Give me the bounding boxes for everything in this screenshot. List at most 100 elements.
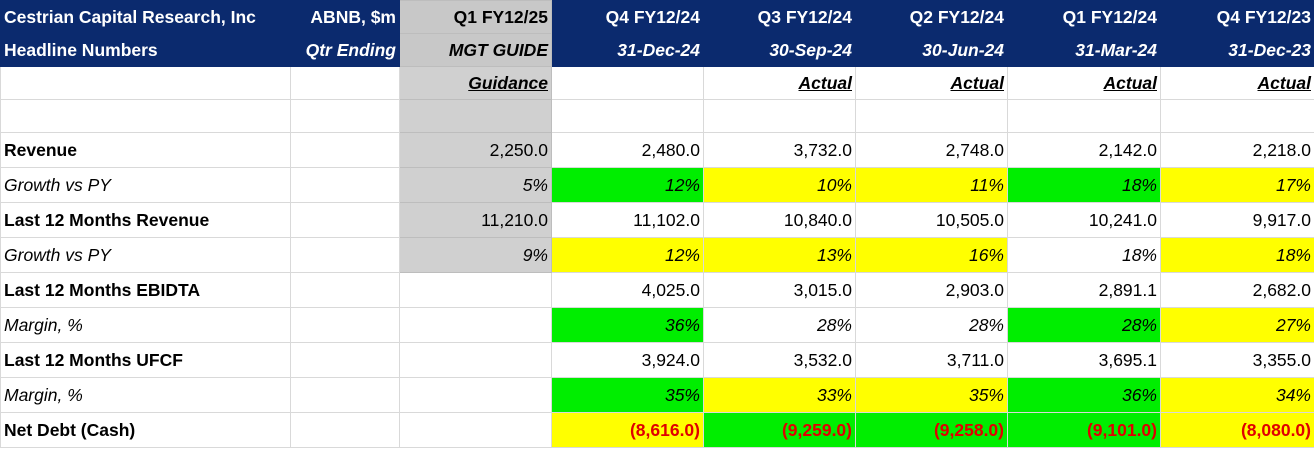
value-cell: 28%	[1007, 307, 1161, 343]
value-cell: 3,695.1	[1007, 342, 1161, 378]
blank-cell	[290, 202, 400, 238]
table-row: Margin, % 36% 28% 28% 28% 27%	[0, 307, 1314, 343]
blank-cell	[290, 412, 400, 448]
row-label: Last 12 Months EBIDTA	[0, 272, 291, 308]
blank-cell	[290, 167, 400, 203]
type-cell: Actual	[1160, 66, 1314, 100]
table-row: Growth vs PY 9% 12% 13% 16% 18% 18%	[0, 237, 1314, 273]
spacer-cell	[1160, 99, 1314, 133]
value-cell: 16%	[855, 237, 1008, 273]
spacer-cell	[855, 99, 1008, 133]
blank-cell	[290, 342, 400, 378]
value-cell	[399, 342, 552, 378]
row-label: Last 12 Months UFCF	[0, 342, 291, 378]
row-label: Margin, %	[0, 307, 291, 343]
value-cell: 11%	[855, 167, 1008, 203]
value-cell: 4,025.0	[551, 272, 704, 308]
value-cell: (8,616.0)	[551, 412, 704, 448]
blank-cell	[290, 272, 400, 308]
table-row: Last 12 Months UFCF 3,924.0 3,532.0 3,71…	[0, 342, 1314, 378]
spacer-cell	[703, 99, 856, 133]
value-cell: 10,505.0	[855, 202, 1008, 238]
value-cell	[399, 377, 552, 413]
type-cell	[290, 66, 400, 100]
header-cell: Headline Numbers	[0, 33, 291, 67]
value-cell: 3,015.0	[703, 272, 856, 308]
type-cell: Actual	[703, 66, 856, 100]
row-label: Net Debt (Cash)	[0, 412, 291, 448]
header-cell: Cestrian Capital Research, Inc	[0, 0, 291, 34]
spacer-cell	[290, 99, 400, 133]
type-row: Guidance Actual Actual Actual Actual	[0, 66, 1314, 100]
spacer-cell	[551, 99, 704, 133]
header-cell: Q4 FY12/23	[1160, 0, 1314, 34]
value-cell: 3,732.0	[703, 132, 856, 168]
value-cell: 11,210.0	[399, 202, 552, 238]
value-cell	[399, 272, 552, 308]
value-cell: (9,259.0)	[703, 412, 856, 448]
table-row: Revenue 2,250.0 2,480.0 3,732.0 2,748.0 …	[0, 132, 1314, 168]
value-cell	[399, 307, 552, 343]
header-cell: 31-Dec-24	[551, 33, 704, 67]
value-cell: 2,142.0	[1007, 132, 1161, 168]
value-cell: 11,102.0	[551, 202, 704, 238]
value-cell: 36%	[1007, 377, 1161, 413]
value-cell: 2,480.0	[551, 132, 704, 168]
blank-cell	[290, 237, 400, 273]
spacer-cell	[399, 99, 552, 133]
type-cell	[551, 66, 704, 100]
table-row: Margin, % 35% 33% 35% 36% 34%	[0, 377, 1314, 413]
header-cell: Q1 FY12/24	[1007, 0, 1161, 34]
blank-cell	[290, 132, 400, 168]
row-label: Revenue	[0, 132, 291, 168]
value-cell: 18%	[1160, 237, 1314, 273]
header-cell: 31-Mar-24	[1007, 33, 1161, 67]
row-label: Margin, %	[0, 377, 291, 413]
value-cell: 28%	[703, 307, 856, 343]
value-cell: (9,258.0)	[855, 412, 1008, 448]
table-row: Last 12 Months EBIDTA 4,025.0 3,015.0 2,…	[0, 272, 1314, 308]
value-cell: 17%	[1160, 167, 1314, 203]
header-cell: ABNB, $m	[290, 0, 400, 34]
value-cell: 3,532.0	[703, 342, 856, 378]
value-cell: 9%	[399, 237, 552, 273]
value-cell: 2,682.0	[1160, 272, 1314, 308]
value-cell: 35%	[855, 377, 1008, 413]
header-cell: 30-Jun-24	[855, 33, 1008, 67]
value-cell: 35%	[551, 377, 704, 413]
value-cell	[399, 412, 552, 448]
row-label: Growth vs PY	[0, 167, 291, 203]
value-cell: 12%	[551, 237, 704, 273]
spacer-cell	[1007, 99, 1161, 133]
value-cell: 2,218.0	[1160, 132, 1314, 168]
value-cell: 34%	[1160, 377, 1314, 413]
value-cell: (9,101.0)	[1007, 412, 1161, 448]
spacer-cell	[0, 99, 291, 133]
value-cell: 33%	[703, 377, 856, 413]
type-cell: Guidance	[399, 66, 552, 100]
value-cell: 3,355.0	[1160, 342, 1314, 378]
value-cell: 2,891.1	[1007, 272, 1161, 308]
value-cell: 18%	[1007, 167, 1161, 203]
type-cell	[0, 66, 291, 100]
header-row-2: Headline Numbers Qtr Ending MGT GUIDE 31…	[0, 33, 1314, 67]
value-cell: 10,241.0	[1007, 202, 1161, 238]
header-cell: Q2 FY12/24	[855, 0, 1008, 34]
value-cell: (8,080.0)	[1160, 412, 1314, 448]
type-cell: Actual	[855, 66, 1008, 100]
type-cell: Actual	[1007, 66, 1161, 100]
row-label: Growth vs PY	[0, 237, 291, 273]
value-cell: 2,748.0	[855, 132, 1008, 168]
blank-cell	[290, 307, 400, 343]
value-cell: 2,903.0	[855, 272, 1008, 308]
header-cell: MGT GUIDE	[399, 33, 552, 67]
table-row: Net Debt (Cash) (8,616.0) (9,259.0) (9,2…	[0, 412, 1314, 448]
header-cell: Q3 FY12/24	[703, 0, 856, 34]
header-cell: Q1 FY12/25	[399, 0, 552, 34]
value-cell: 2,250.0	[399, 132, 552, 168]
value-cell: 12%	[551, 167, 704, 203]
value-cell: 9,917.0	[1160, 202, 1314, 238]
value-cell: 13%	[703, 237, 856, 273]
value-cell: 10%	[703, 167, 856, 203]
